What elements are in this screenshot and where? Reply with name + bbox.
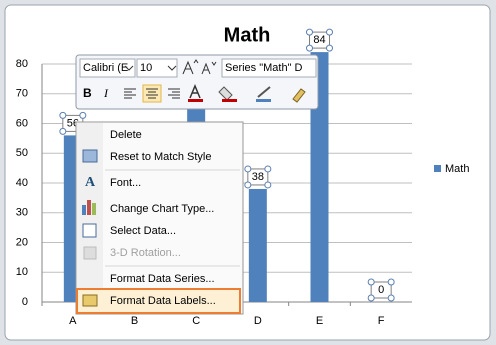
data-label-box: [247, 168, 269, 186]
menu-item[interactable]: Format Data Series...: [110, 273, 215, 285]
selection-handle: [59, 127, 67, 135]
bar: [310, 52, 329, 302]
size-box[interactable]: [136, 58, 178, 78]
font-size: 10: [140, 62, 152, 74]
selection-handle: [79, 111, 87, 119]
x-tick-label: C: [192, 315, 200, 327]
selection-handle: [387, 294, 395, 302]
chart-title: Math: [224, 24, 271, 46]
rotation-icon: [83, 246, 97, 260]
italic-button[interactable]: I: [103, 86, 109, 100]
menu-item[interactable]: Format Data Labels...: [110, 295, 216, 307]
selection-handle: [306, 28, 313, 36]
align-right[interactable]: [168, 88, 180, 99]
menu-item[interactable]: Delete: [110, 129, 142, 141]
font-color-swatch: [188, 99, 203, 102]
menu-item[interactable]: Reset to Match Style: [110, 151, 212, 163]
align-center: [146, 88, 158, 99]
data-label: 84: [313, 34, 325, 46]
menu-item: 3-D Rotation...: [110, 247, 181, 259]
outline-color[interactable]: [257, 86, 271, 98]
selection-name: Series "Math" D: [225, 62, 303, 74]
selection-handle: [387, 278, 395, 286]
selection-handle: [264, 181, 272, 189]
x-tick-label: F: [378, 315, 385, 327]
reset-icon: [82, 149, 98, 163]
format-labels-icon: [82, 294, 98, 307]
y-tick-label: 20: [16, 236, 28, 248]
chart-type-icon: [92, 203, 96, 215]
font-icon: A: [85, 175, 96, 190]
legend-swatch: [434, 165, 441, 172]
data-label: 0: [378, 284, 384, 296]
selection-handle: [326, 44, 333, 52]
legend-label: Math: [445, 163, 469, 175]
bar: [248, 188, 267, 302]
data-label: 56: [67, 117, 79, 129]
y-tick-label: 30: [16, 207, 28, 219]
shrink-font[interactable]: [201, 61, 217, 75]
menu-item[interactable]: Select Data...: [110, 225, 176, 237]
align-left[interactable]: [124, 88, 136, 99]
size-dropdown[interactable]: [167, 65, 177, 71]
y-tick-label: 60: [16, 117, 28, 129]
selection-handle: [367, 278, 375, 286]
menu-highlight: [76, 288, 241, 314]
font-box[interactable]: [79, 58, 136, 78]
font-color[interactable]: [189, 84, 201, 99]
x-tick-label: D: [254, 315, 262, 327]
data-label-box: [309, 31, 330, 49]
mini-toolbar: Calibri (E 10 Series "Math" D B I: [75, 54, 319, 110]
data-label: 38: [252, 171, 264, 183]
menu-item[interactable]: Font...: [110, 177, 141, 189]
context-menu: A Delete Reset to Match Style Font... Chang…: [75, 121, 244, 315]
x-tick-label: E: [316, 315, 323, 327]
selection-handle: [244, 181, 252, 189]
menu-items: Delete Reset to Match Style Font... Change …: [110, 129, 216, 307]
selection-handle: [326, 28, 333, 36]
chart-type-icon: [87, 200, 91, 215]
selection-handle: [59, 111, 67, 119]
font-name: Calibri (E: [83, 62, 128, 74]
bold-button[interactable]: B: [83, 86, 92, 100]
y-tick-label: 10: [16, 266, 28, 278]
y-tick-label: 70: [16, 88, 28, 100]
fill-color-swatch: [222, 99, 237, 102]
align-center-active[interactable]: [142, 84, 162, 103]
y-tick-label: 80: [16, 58, 28, 70]
selection-box[interactable]: [221, 58, 317, 78]
grow-font[interactable]: [182, 59, 199, 75]
format-painter[interactable]: [292, 88, 306, 103]
select-data-icon: [82, 223, 97, 238]
x-tick-label: B: [131, 315, 138, 327]
menu-item[interactable]: Change Chart Type...: [110, 203, 214, 215]
font-dropdown[interactable]: [124, 65, 134, 71]
y-tick-label: 0: [22, 296, 28, 308]
menu-frame: [75, 121, 244, 315]
chart-type-icon: [82, 205, 86, 215]
outline-color-swatch: [256, 99, 271, 102]
selection-handle: [244, 165, 252, 173]
y-tick-label: 50: [16, 147, 28, 159]
selection-handle: [367, 294, 375, 302]
selection-handle: [306, 44, 313, 52]
data-label-box: [370, 281, 392, 299]
y-tick-label: 40: [16, 177, 28, 189]
x-tick-label: A: [69, 315, 77, 327]
selection-handle: [264, 165, 272, 173]
